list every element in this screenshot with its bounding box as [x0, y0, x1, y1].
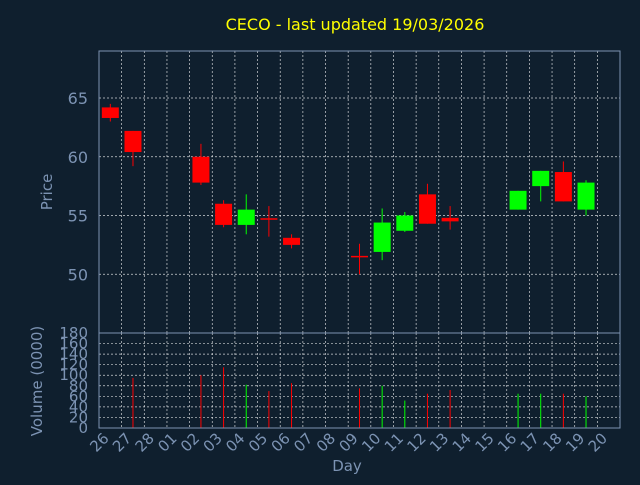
candle-body	[237, 209, 255, 225]
volume-axis-label: Volume (0000)	[28, 326, 46, 436]
candle-body	[577, 182, 595, 210]
price-tick-label: 65	[68, 89, 88, 108]
candle-body	[215, 203, 233, 225]
volume-tick-label: 40	[69, 398, 88, 416]
volume-tick-label: 120	[59, 356, 88, 374]
candles	[101, 103, 595, 275]
candle-body	[554, 172, 572, 202]
price-tick-label: 60	[68, 148, 88, 167]
candle-body	[283, 237, 301, 245]
candle-body	[509, 190, 527, 210]
volume-bars	[132, 367, 587, 428]
candle-body	[441, 217, 459, 222]
candle-body	[101, 107, 119, 118]
volume-tick-label: 140	[59, 345, 88, 363]
volume-tick-label: 20	[69, 408, 88, 426]
volume-panel-frame	[98, 332, 621, 429]
y-axis-label: Price	[38, 174, 56, 211]
volume-tick-label: 0	[78, 419, 88, 437]
candle-body	[418, 194, 436, 224]
candle-body	[396, 215, 414, 231]
volume-tick-label: 160	[59, 335, 88, 353]
price-tick-labels: 50 55 60 65	[68, 89, 88, 284]
chart-title: CECO - last updated 19/03/2026	[226, 15, 485, 34]
price-tick-label: 50	[68, 265, 88, 284]
volume-tick-label: 100	[59, 366, 88, 384]
price-grid	[99, 51, 620, 333]
candle-body	[124, 130, 142, 153]
price-tick-label: 55	[68, 207, 88, 226]
volume-tick-label: 80	[69, 377, 88, 395]
candle-body	[373, 222, 391, 252]
volume-tick-label: 60	[69, 387, 88, 405]
volume-tick-label: 180	[59, 324, 88, 342]
candle-body	[192, 156, 210, 183]
x-axis-label: Day	[332, 457, 362, 475]
x-tick-labels: 2627280102030405060708091011121314151617…	[86, 429, 611, 455]
candle-body	[532, 170, 550, 187]
